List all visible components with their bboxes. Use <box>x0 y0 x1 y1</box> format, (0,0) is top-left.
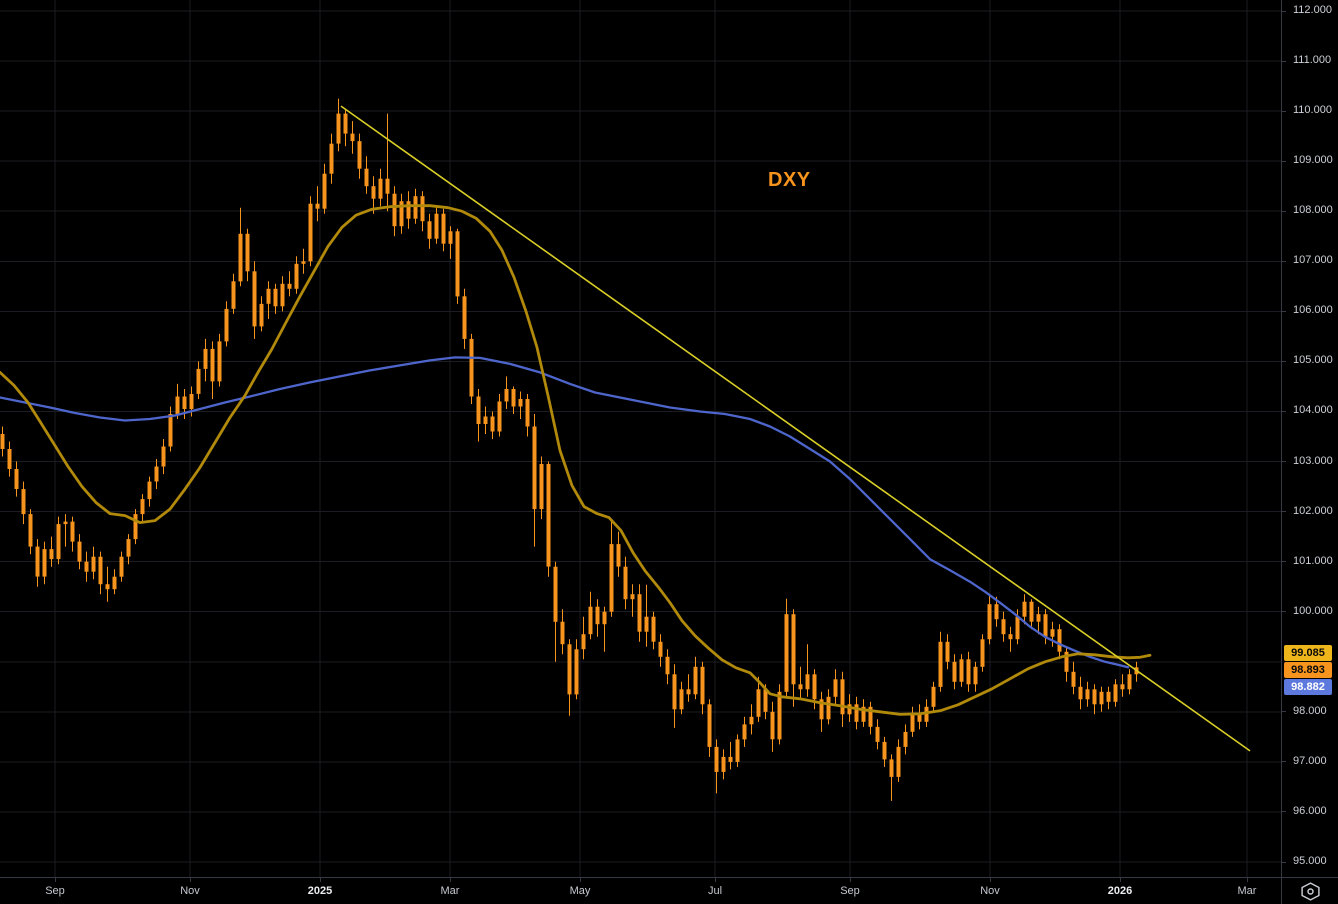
time-axis-month-label: Mar <box>440 885 460 897</box>
price-axis-label: 105.000 <box>1293 354 1333 366</box>
price-chart-canvas[interactable] <box>0 0 1281 877</box>
price-axis-label: 95.000 <box>1293 855 1327 867</box>
price-axis-tick <box>1282 261 1286 262</box>
time-axis-year-label: 2025 <box>307 885 333 897</box>
price-axis-label: 109.000 <box>1293 154 1333 166</box>
price-axis-tick <box>1282 862 1286 863</box>
price-axis-label: 110.000 <box>1293 104 1332 116</box>
time-axis-tick <box>450 878 451 882</box>
time-axis-tick <box>990 878 991 882</box>
trendline-drawing[interactable] <box>340 105 1251 752</box>
price-axis-label: 101.000 <box>1293 555 1333 567</box>
time-axis-month-label: Sep <box>45 885 65 897</box>
price-axis-label: 98.000 <box>1293 705 1327 717</box>
symbol-text-drawing[interactable]: DXY <box>768 169 811 191</box>
price-axis-tick <box>1282 61 1286 62</box>
price-axis-label: 108.000 <box>1293 204 1333 216</box>
price-axis-tick <box>1282 211 1286 212</box>
time-axis-tick <box>1120 878 1121 882</box>
time-axis-tick <box>55 878 56 882</box>
price-axis[interactable]: 112.000 111.000 110.000 109.000 108.000 107.0… <box>1281 0 1338 877</box>
price-scale-settings-icon[interactable] <box>1300 881 1321 902</box>
price-axis-tick <box>1282 411 1286 412</box>
price-axis-label: 97.000 <box>1293 755 1327 767</box>
time-axis-month-label: Nov <box>980 885 1000 897</box>
time-axis-month-label: Mar <box>1237 885 1257 897</box>
time-axis[interactable]: Sep Nov 2025 Mar May Jul Sep Nov 2026 Mar <box>0 877 1281 904</box>
yellow-ma-price-tag: 99.085 <box>1284 645 1332 661</box>
price-axis-tick <box>1282 761 1286 762</box>
last-price-tag: 98.893 <box>1284 662 1332 678</box>
time-axis-month-label: Jul <box>707 885 723 897</box>
time-axis-month-label: May <box>569 885 591 897</box>
price-axis-tick <box>1282 311 1286 312</box>
price-axis-tick <box>1282 461 1286 462</box>
price-axis-label: 96.000 <box>1293 805 1327 817</box>
price-axis-label: 112.000 <box>1293 4 1332 16</box>
price-axis-label: 102.000 <box>1293 505 1333 517</box>
price-axis-tick <box>1282 611 1286 612</box>
time-axis-tick <box>190 878 191 882</box>
time-axis-tick <box>1247 878 1248 882</box>
blue-ma-line[interactable] <box>0 356 1130 669</box>
price-axis-label: 106.000 <box>1293 304 1333 316</box>
gridlines <box>0 0 1281 877</box>
price-axis-label: 103.000 <box>1293 455 1333 467</box>
price-axis-tick <box>1282 711 1286 712</box>
price-axis-label: 100.000 <box>1293 605 1333 617</box>
axis-corner-box <box>1281 877 1338 904</box>
price-axis-tick <box>1282 361 1286 362</box>
price-axis-tick <box>1282 11 1286 12</box>
time-axis-tick <box>580 878 581 882</box>
price-axis-label: 104.000 <box>1293 404 1333 416</box>
price-axis-tick <box>1282 161 1286 162</box>
time-axis-tick <box>715 878 716 882</box>
price-axis-tick <box>1282 511 1286 512</box>
price-axis-tick <box>1282 111 1286 112</box>
blue-ma-price-tag: 98.882 <box>1284 679 1332 695</box>
time-axis-tick <box>320 878 321 882</box>
price-axis-label: 111.000 <box>1293 54 1332 66</box>
candlestick-series <box>0 98 1139 801</box>
price-axis-tick <box>1282 561 1286 562</box>
time-axis-tick <box>850 878 851 882</box>
time-axis-month-label: Nov <box>180 885 200 897</box>
price-axis-tick <box>1282 811 1286 812</box>
time-axis-year-label: 2026 <box>1107 885 1133 897</box>
time-axis-month-label: Sep <box>840 885 860 897</box>
yellow-ma-line[interactable] <box>0 204 1152 716</box>
price-axis-label: 107.000 <box>1293 254 1333 266</box>
